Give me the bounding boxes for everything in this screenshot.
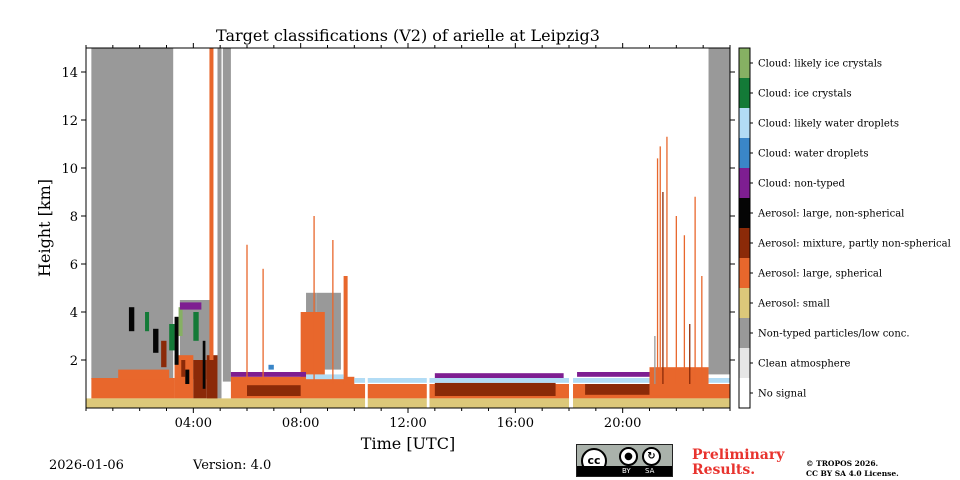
region-aerosol-mixture-partly-non-spherical-16 bbox=[585, 384, 650, 395]
colorbar-label-cloud-ice-crystals: Cloud: ice crystals bbox=[758, 89, 852, 100]
preliminary-line2: Results. bbox=[692, 462, 756, 478]
patch-cloud-water-droplets-12 bbox=[268, 364, 274, 370]
y-tick-label: 2 bbox=[70, 354, 78, 369]
patch-aerosol-mixture-partly-non-spherical-5 bbox=[161, 340, 167, 368]
patch-cloud-likely-ice-crystals-10 bbox=[178, 307, 183, 336]
region-non-typed-particles-low-conc-12 bbox=[217, 48, 222, 399]
patch-cloud-ice-crystals-8 bbox=[169, 324, 175, 351]
patch-aerosol-mixture-partly-non-spherical-6 bbox=[181, 360, 186, 377]
version-label: Version: 4.0 bbox=[193, 458, 272, 473]
copyright-line2: CC BY SA 4.0 License. bbox=[806, 469, 899, 478]
region-cloud-non-typed-22 bbox=[434, 373, 564, 378]
region-aerosol-large-spherical-11 bbox=[209, 48, 214, 360]
copyright-notice: © TROPOS 2026. CC BY SA 4.0 License. bbox=[806, 459, 899, 479]
colorbar-label-no-signal: No signal bbox=[758, 389, 806, 400]
y-tick-label: 8 bbox=[70, 210, 78, 225]
region-cloud-non-typed-23 bbox=[577, 372, 698, 377]
colorbar-swatch-cloud-non-typed bbox=[739, 168, 750, 198]
by-label: BY bbox=[622, 467, 631, 475]
colorbar-border bbox=[738, 47, 751, 409]
class-colorbar: No signal Clean atmosphere Non-typed parti… bbox=[738, 47, 951, 409]
colorbar-swatch-cloud-water-droplets bbox=[739, 138, 750, 168]
region-no-signal-27 bbox=[426, 48, 430, 408]
colorbar-label-non-typed-particles-low-conc: Non-typed particles/low conc. bbox=[758, 329, 910, 340]
colorbar-swatch-cloud-ice-crystals bbox=[739, 78, 750, 108]
region-aerosol-mixture-partly-non-spherical-15 bbox=[434, 382, 556, 396]
chart-title: Target classifications (V2) of arielle a… bbox=[216, 26, 600, 45]
patch-cloud-likely-water-droplets-13 bbox=[306, 374, 344, 380]
badge-band bbox=[577, 466, 672, 476]
colorbar-label-aerosol-mixture-partly-non-spherical: Aerosol: mixture, partly non-spherical bbox=[757, 239, 951, 250]
patch-aerosol-large-non-spherical-3 bbox=[185, 369, 190, 384]
x-tick-label: 20:00 bbox=[604, 416, 641, 431]
colorbar-label-aerosol-large-spherical: Aerosol: large, spherical bbox=[757, 269, 882, 280]
region-non-typed-particles-low-conc-2 bbox=[222, 48, 231, 382]
region-aerosol-large-spherical-7 bbox=[118, 369, 170, 380]
colorbar-label-cloud-water-droplets: Cloud: water droplets bbox=[758, 149, 869, 160]
x-axis-label: Time [UTC] bbox=[361, 434, 455, 453]
y-tick-label: 14 bbox=[61, 66, 78, 81]
patch-aerosol-large-non-spherical-0 bbox=[128, 307, 135, 332]
y-tick-label: 6 bbox=[70, 258, 78, 273]
plot-area bbox=[86, 48, 730, 408]
colorbar-label-aerosol-large-non-spherical: Aerosol: large, non-spherical bbox=[757, 209, 904, 220]
colorbar-swatch-aerosol-mixture-partly-non-spherical bbox=[739, 228, 750, 258]
patch-cloud-non-typed-11 bbox=[179, 302, 202, 310]
colorbar-swatch-aerosol-large-spherical bbox=[739, 258, 750, 288]
colorbar-label-cloud-likely-water-droplets: Cloud: likely water droplets bbox=[758, 119, 899, 130]
x-tick-label: 16:00 bbox=[497, 416, 534, 431]
colorbar-swatch-aerosol-large-non-spherical bbox=[739, 198, 750, 228]
colorbar-swatch-clean-atmosphere bbox=[739, 348, 750, 378]
preliminary-notice: Preliminary Results. bbox=[692, 448, 784, 478]
sa-label: SA bbox=[645, 467, 655, 475]
region-aerosol-mixture-partly-non-spherical-14 bbox=[247, 385, 301, 396]
patch-aerosol-large-non-spherical-1 bbox=[153, 328, 159, 353]
patch-cloud-ice-crystals-7 bbox=[145, 312, 150, 332]
region-no-signal-28 bbox=[569, 48, 574, 408]
patch-aerosol-large-non-spherical-2 bbox=[174, 316, 179, 365]
colorbar-label-clean-atmosphere: Clean atmosphere bbox=[758, 359, 851, 370]
colorbar-swatch-aerosol-small bbox=[739, 288, 750, 318]
patch-aerosol-large-non-spherical-4 bbox=[202, 340, 206, 389]
region-aerosol-mixture-partly-non-spherical-10 bbox=[206, 355, 218, 408]
y-tick-label: 4 bbox=[70, 306, 78, 321]
cc-license-badge: cc ● ↻ BY SA bbox=[576, 444, 673, 477]
y-tick-label: 10 bbox=[61, 162, 78, 177]
colorbar-label-aerosol-small: Aerosol: small bbox=[757, 299, 830, 310]
region-aerosol-large-spherical-6 bbox=[91, 378, 175, 399]
region-aerosol-large-spherical-19 bbox=[343, 276, 348, 384]
colorbar-swatch-non-typed-particles-low-conc bbox=[739, 318, 750, 348]
colorbar-label-cloud-non-typed: Cloud: non-typed bbox=[758, 179, 846, 190]
colorbar-swatch-no-signal bbox=[739, 378, 750, 408]
date-label: 2026-01-06 bbox=[49, 458, 124, 473]
share-alike-icon: ↻ bbox=[642, 447, 661, 466]
x-axis: 04:00 08:00 12:00 16:00 20:00 bbox=[85, 43, 731, 431]
patch-cloud-ice-crystals-9 bbox=[193, 312, 199, 341]
preliminary-line1: Preliminary bbox=[692, 447, 785, 463]
region-non-typed-particles-low-conc-3 bbox=[708, 48, 730, 375]
x-tick-label: 08:00 bbox=[282, 416, 319, 431]
region-aerosol-large-spherical-24 bbox=[649, 367, 709, 384]
copyright-line1: © TROPOS 2026. bbox=[806, 459, 879, 468]
region-aerosol-large-spherical-17 bbox=[230, 376, 355, 384]
colorbar-label-cloud-likely-ice-crystals: Cloud: likely ice crystals bbox=[758, 59, 882, 70]
attribution-icon: ● bbox=[619, 447, 638, 466]
region-cloud-likely-water-droplets-20 bbox=[354, 378, 730, 383]
colorbar-swatch-cloud-likely-water-droplets bbox=[739, 108, 750, 138]
region-cloud-non-typed-21 bbox=[230, 372, 307, 377]
colorbar-swatch-cloud-likely-ice-crystals bbox=[739, 48, 750, 78]
x-tick-label: 04:00 bbox=[175, 416, 212, 431]
region-aerosol-small-25 bbox=[86, 398, 730, 408]
y-axis-label: Height [km] bbox=[35, 179, 54, 277]
y-axis: 2 4 6 8 10 12 14 bbox=[61, 66, 735, 369]
x-tick-label: 12:00 bbox=[389, 416, 426, 431]
region-aerosol-large-spherical-8 bbox=[174, 355, 194, 399]
region-no-signal-26 bbox=[365, 48, 368, 408]
y-tick-label: 12 bbox=[61, 114, 78, 129]
